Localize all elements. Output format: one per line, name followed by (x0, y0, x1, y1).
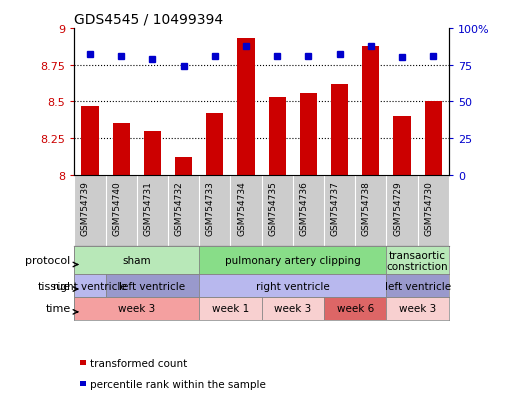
Bar (74, 297, 199, 320)
Bar (386, 297, 449, 320)
Bar (199, 297, 262, 320)
Text: GSM754731: GSM754731 (144, 181, 152, 236)
Text: left ventricle: left ventricle (385, 281, 451, 291)
Bar (425, 102, 442, 175)
Text: tissue: tissue (37, 281, 71, 291)
Text: GDS4545 / 10499394: GDS4545 / 10499394 (74, 12, 224, 26)
Text: GSM754730: GSM754730 (424, 181, 433, 236)
Text: percentile rank within the sample: percentile rank within the sample (90, 379, 266, 389)
Bar (262, 297, 324, 320)
Bar (238, 39, 254, 175)
Text: GSM754738: GSM754738 (362, 181, 371, 236)
Bar (199, 247, 386, 275)
Bar (74, 247, 199, 275)
Text: GSM754739: GSM754739 (81, 181, 90, 236)
Bar (113, 124, 130, 175)
Text: GSM754734: GSM754734 (237, 181, 246, 236)
Text: week 1: week 1 (212, 304, 249, 314)
Bar (199, 275, 386, 297)
Text: week 3: week 3 (274, 304, 311, 314)
Bar (331, 85, 348, 175)
Bar (386, 275, 449, 297)
Bar (82, 107, 98, 175)
Bar (269, 98, 286, 175)
Text: right ventricle: right ventricle (53, 281, 127, 291)
Text: time: time (45, 304, 71, 314)
Text: sham: sham (123, 256, 151, 266)
Bar (74, 275, 106, 297)
Bar (106, 275, 199, 297)
Text: right ventricle: right ventricle (256, 281, 330, 291)
Text: GSM754732: GSM754732 (174, 181, 184, 236)
Bar (386, 247, 449, 275)
Text: GSM754733: GSM754733 (206, 181, 215, 236)
Text: transformed count: transformed count (90, 358, 188, 368)
Text: pulmonary artery clipping: pulmonary artery clipping (225, 256, 361, 266)
Text: GSM754735: GSM754735 (268, 181, 277, 236)
Bar (144, 131, 161, 175)
Text: week 3: week 3 (399, 304, 436, 314)
Text: transaortic
constriction: transaortic constriction (387, 250, 448, 271)
Bar (393, 117, 410, 175)
Text: GSM754736: GSM754736 (300, 181, 308, 236)
Text: GSM754729: GSM754729 (393, 181, 402, 236)
Text: week 3: week 3 (118, 304, 155, 314)
Bar (175, 158, 192, 175)
Text: GSM754740: GSM754740 (112, 181, 121, 236)
Bar (300, 93, 317, 175)
Text: protocol: protocol (25, 256, 71, 266)
Text: GSM754737: GSM754737 (331, 181, 340, 236)
Bar (324, 297, 386, 320)
Text: left ventricle: left ventricle (120, 281, 186, 291)
Bar (206, 114, 223, 175)
Text: week 6: week 6 (337, 304, 374, 314)
Bar (362, 47, 380, 175)
